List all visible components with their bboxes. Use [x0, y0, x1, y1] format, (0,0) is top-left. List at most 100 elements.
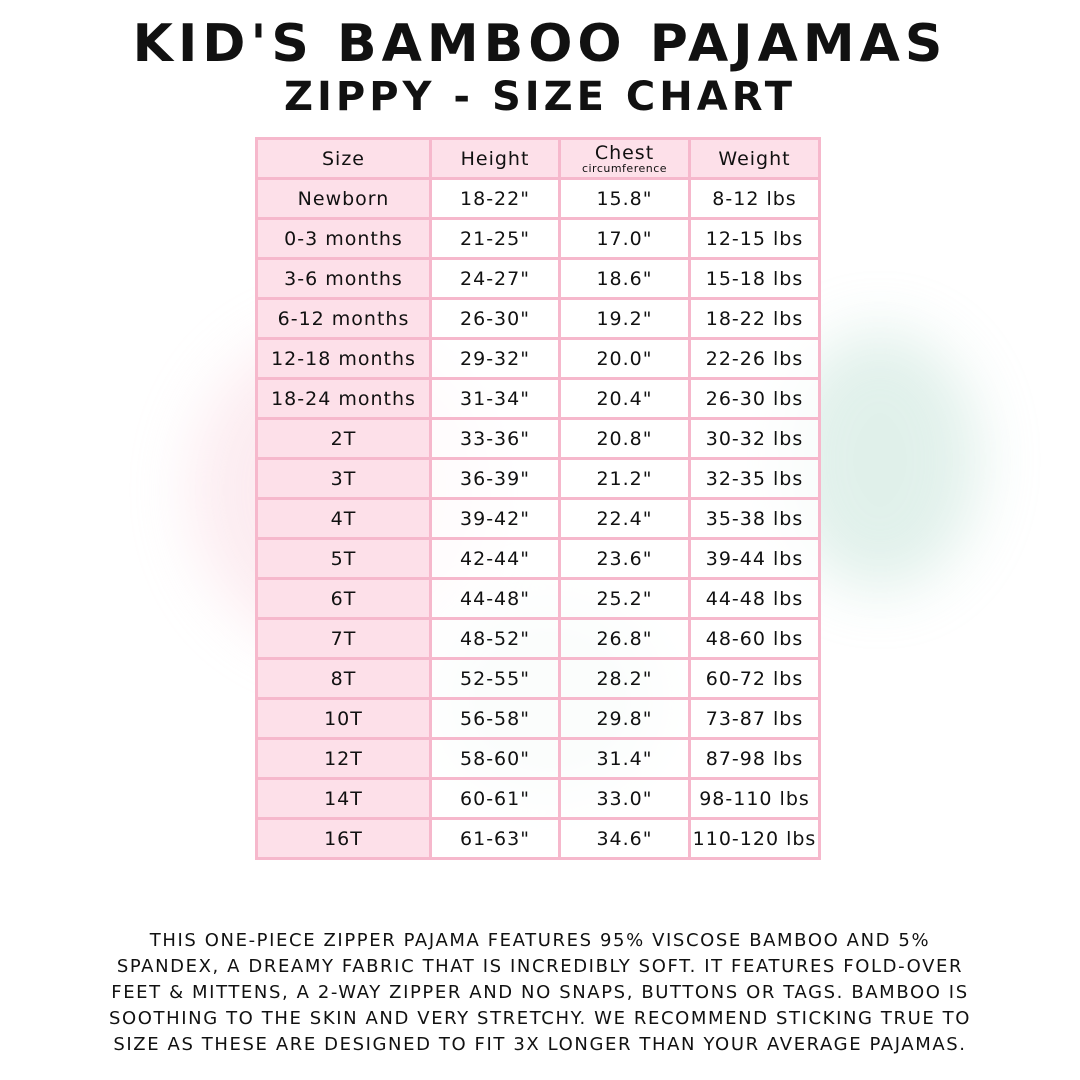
cell-height: 21-25" [429, 217, 561, 260]
cell-size: 8T [255, 657, 432, 700]
cell-weight: 44-48 lbs [688, 577, 821, 620]
cell-chest: 21.2" [558, 457, 691, 500]
cell-chest: 20.0" [558, 337, 691, 380]
column-header-weight: Weight [688, 137, 821, 180]
table-row: 3T 36-39" 21.2" 32-35 lbs [255, 457, 821, 500]
table-row: 6-12 months 26-30" 19.2" 18-22 lbs [255, 297, 821, 340]
column-header-size: Size [255, 137, 432, 180]
table-row: 14T 60-61" 33.0" 98-110 lbs [255, 777, 821, 820]
cell-weight: 35-38 lbs [688, 497, 821, 540]
table-row: 10T 56-58" 29.8" 73-87 lbs [255, 697, 821, 740]
table-row: 18-24 months 31-34" 20.4" 26-30 lbs [255, 377, 821, 420]
cell-size: 14T [255, 777, 432, 820]
cell-chest: 17.0" [558, 217, 691, 260]
description-line: SIZE AS THESE ARE DESIGNED TO FIT 3X LON… [113, 1034, 967, 1055]
table-row: 4T 39-42" 22.4" 35-38 lbs [255, 497, 821, 540]
cell-height: 48-52" [429, 617, 561, 660]
cell-height: 26-30" [429, 297, 561, 340]
cell-height: 18-22" [429, 177, 561, 220]
cell-chest: 20.8" [558, 417, 691, 460]
cell-weight: 8-12 lbs [688, 177, 821, 220]
table-row: 2T 33-36" 20.8" 30-32 lbs [255, 417, 821, 460]
chest-sublabel: circumference [581, 162, 668, 175]
cell-height: 31-34" [429, 377, 561, 420]
cell-weight: 18-22 lbs [688, 297, 821, 340]
cell-size: 12-18 months [255, 337, 432, 380]
cell-weight: 39-44 lbs [688, 537, 821, 580]
cell-weight: 22-26 lbs [688, 337, 821, 380]
cell-size: Newborn [255, 177, 432, 220]
table-row: 12T 58-60" 31.4" 87-98 lbs [255, 737, 821, 780]
cell-height: 61-63" [429, 817, 561, 860]
cell-weight: 32-35 lbs [688, 457, 821, 500]
size-chart-table: Size Height Chest circumference Weight N… [255, 137, 821, 860]
cell-size: 18-24 months [255, 377, 432, 420]
cell-chest: 26.8" [558, 617, 691, 660]
cell-chest: 15.8" [558, 177, 691, 220]
cell-height: 60-61" [429, 777, 561, 820]
cell-size: 12T [255, 737, 432, 780]
cell-size: 3T [255, 457, 432, 500]
cell-size: 4T [255, 497, 432, 540]
description-line: SPANDEX, A DREAMY FABRIC THAT IS INCREDI… [116, 956, 964, 977]
cell-weight: 12-15 lbs [688, 217, 821, 260]
description-line: SOOTHING TO THE SKIN AND VERY STRETCHY. … [108, 1008, 972, 1029]
table-row: Newborn 18-22" 15.8" 8-12 lbs [255, 177, 821, 220]
cell-chest: 29.8" [558, 697, 691, 740]
cell-chest: 25.2" [558, 577, 691, 620]
cell-size: 5T [255, 537, 432, 580]
cell-weight: 15-18 lbs [688, 257, 821, 300]
column-header-height: Height [429, 137, 561, 180]
cell-size: 3-6 months [255, 257, 432, 300]
cell-chest: 22.4" [558, 497, 691, 540]
cell-weight: 30-32 lbs [688, 417, 821, 460]
chest-label: Chest [594, 142, 655, 164]
cell-height: 56-58" [429, 697, 561, 740]
cell-chest: 19.2" [558, 297, 691, 340]
cell-chest: 34.6" [558, 817, 691, 860]
table-row: 8T 52-55" 28.2" 60-72 lbs [255, 657, 821, 700]
cell-height: 39-42" [429, 497, 561, 540]
cell-size: 10T [255, 697, 432, 740]
cell-chest: 20.4" [558, 377, 691, 420]
table-row: 5T 42-44" 23.6" 39-44 lbs [255, 537, 821, 580]
table-row: 6T 44-48" 25.2" 44-48 lbs [255, 577, 821, 620]
cell-chest: 33.0" [558, 777, 691, 820]
cell-height: 24-27" [429, 257, 561, 300]
cell-chest: 18.6" [558, 257, 691, 300]
page-title: KID'S BAMBOO PAJAMAS [132, 14, 948, 74]
cell-height: 29-32" [429, 337, 561, 380]
cell-height: 36-39" [429, 457, 561, 500]
description-line: FEET & MITTENS, A 2-WAY ZIPPER AND NO SN… [111, 982, 969, 1003]
table-header-row: Size Height Chest circumference Weight [255, 137, 821, 180]
table-row: 7T 48-52" 26.8" 48-60 lbs [255, 617, 821, 660]
cell-size: 16T [255, 817, 432, 860]
cell-weight: 48-60 lbs [688, 617, 821, 660]
cell-weight: 60-72 lbs [688, 657, 821, 700]
description-line: THIS ONE-PIECE ZIPPER PAJAMA FEATURES 95… [149, 930, 931, 951]
cell-height: 44-48" [429, 577, 561, 620]
cell-size: 0-3 months [255, 217, 432, 260]
cell-weight: 26-30 lbs [688, 377, 821, 420]
page-subtitle: ZIPPY - SIZE CHART [284, 74, 796, 120]
table-row: 0-3 months 21-25" 17.0" 12-15 lbs [255, 217, 821, 260]
cell-size: 2T [255, 417, 432, 460]
cell-height: 42-44" [429, 537, 561, 580]
table-row: 3-6 months 24-27" 18.6" 15-18 lbs [255, 257, 821, 300]
cell-weight: 87-98 lbs [688, 737, 821, 780]
cell-weight: 73-87 lbs [688, 697, 821, 740]
product-description: THIS ONE-PIECE ZIPPER PAJAMA FEATURES 95… [20, 928, 1060, 1058]
cell-height: 52-55" [429, 657, 561, 700]
cell-size: 7T [255, 617, 432, 660]
cell-size: 6T [255, 577, 432, 620]
table-row: 16T 61-63" 34.6" 110-120 lbs [255, 817, 821, 860]
table-row: 12-18 months 29-32" 20.0" 22-26 lbs [255, 337, 821, 380]
cell-weight: 98-110 lbs [688, 777, 821, 820]
cell-height: 33-36" [429, 417, 561, 460]
column-header-chest: Chest circumference [558, 137, 691, 180]
cell-chest: 23.6" [558, 537, 691, 580]
cell-chest: 31.4" [558, 737, 691, 780]
cell-weight: 110-120 lbs [688, 817, 821, 860]
cell-size: 6-12 months [255, 297, 432, 340]
cell-height: 58-60" [429, 737, 561, 780]
